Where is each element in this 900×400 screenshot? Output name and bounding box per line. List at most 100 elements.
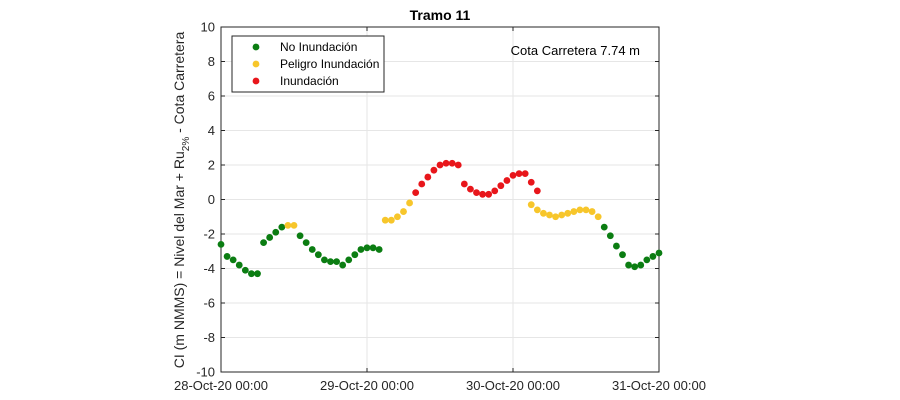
- y-tick-label: 8: [208, 54, 215, 69]
- data-point: [655, 249, 663, 257]
- legend: No Inundación Peligro Inundación Inundació…: [231, 35, 385, 93]
- data-point: [284, 221, 292, 229]
- data-point: [351, 251, 359, 259]
- data-point: [503, 177, 511, 184]
- y-tick-label: 10: [201, 20, 215, 35]
- data-point: [558, 211, 566, 219]
- legend-marker: [252, 60, 260, 68]
- x-tick-label: 31-Oct-20 00:00: [612, 378, 706, 393]
- data-point: [217, 240, 225, 248]
- data-point: [290, 221, 298, 229]
- data-point: [625, 261, 632, 269]
- data-point: [570, 208, 578, 215]
- x-axis-ticks: 28-Oct-20 00:00 29-Oct-20 00:00 30-Oct-20 …: [174, 27, 706, 393]
- data-point: [229, 256, 237, 264]
- data-point: [381, 216, 389, 224]
- legend-marker: [252, 77, 260, 85]
- chart-title: Tramo 11: [410, 7, 471, 23]
- data-point: [515, 170, 523, 178]
- road-elevation-annotation: Cota Carretera 7.74 m: [511, 43, 640, 58]
- data-point: [357, 246, 365, 253]
- data-point: [272, 228, 280, 236]
- data-point: [552, 213, 559, 221]
- data-point: [412, 189, 420, 197]
- data-point: [497, 182, 505, 190]
- data-point: [600, 223, 608, 231]
- data-point: [643, 256, 651, 264]
- y-tick-label: 6: [208, 89, 215, 104]
- y-tick-label: -10: [196, 365, 215, 380]
- data-point: [546, 211, 553, 219]
- data-point: [594, 213, 602, 221]
- data-point: [582, 206, 590, 214]
- data-point: [631, 263, 639, 271]
- data-point: [533, 206, 541, 214]
- data-point: [430, 166, 438, 174]
- data-point: [223, 253, 231, 260]
- data-point: [467, 185, 474, 193]
- y-tick-label: 2: [208, 158, 215, 173]
- data-point: [345, 256, 353, 264]
- series-group: [217, 223, 663, 278]
- data-point: [606, 232, 614, 240]
- data-point: [473, 189, 480, 197]
- data-point: [241, 266, 249, 274]
- data-point: [339, 261, 347, 269]
- data-point: [527, 201, 535, 209]
- data-point: [394, 213, 401, 221]
- data-point: [588, 208, 596, 215]
- data-point: [613, 242, 620, 250]
- data-point: [254, 270, 261, 278]
- y-tick-label: -2: [203, 227, 215, 242]
- data-point: [375, 246, 383, 253]
- data-point: [406, 199, 413, 207]
- y-tick-label: -4: [203, 261, 215, 276]
- data-point: [296, 232, 304, 240]
- data-point: [460, 180, 468, 188]
- y-tick-label: -6: [203, 296, 215, 311]
- data-point: [418, 180, 426, 188]
- data-point: [649, 253, 657, 260]
- data-point: [540, 209, 547, 217]
- data-point: [266, 234, 274, 241]
- y-tick-label: 0: [208, 192, 215, 207]
- data-point: [576, 206, 584, 214]
- series-group: [284, 199, 602, 229]
- data-point: [436, 161, 444, 169]
- data-point: [619, 251, 626, 259]
- x-tick-label: 30-Oct-20 00:00: [466, 378, 560, 393]
- data-points: [217, 159, 663, 278]
- data-point: [454, 161, 462, 169]
- data-point: [235, 261, 243, 269]
- data-point: [363, 244, 371, 252]
- x-tick-label: 28-Oct-20 00:00: [174, 378, 268, 393]
- legend-label: Peligro Inundación: [280, 57, 379, 71]
- data-point: [533, 187, 541, 195]
- data-point: [308, 246, 316, 253]
- data-point: [424, 173, 432, 181]
- data-point: [491, 187, 499, 195]
- data-point: [327, 258, 334, 265]
- data-point: [333, 258, 340, 265]
- y-axis-label: CI (m NMMS) = Nivel del Mar + Ru2% - Cot…: [171, 32, 192, 369]
- data-point: [260, 239, 267, 247]
- data-point: [302, 239, 310, 247]
- y-axis-label-main: CI (m NMMS) = Nivel del Mar + Ru: [171, 151, 187, 368]
- data-point: [278, 223, 286, 231]
- legend-label: Inundación: [280, 74, 339, 88]
- data-point: [314, 251, 322, 259]
- x-tick-label: 29-Oct-20 00:00: [320, 378, 414, 393]
- data-point: [442, 159, 450, 167]
- data-point: [321, 256, 328, 264]
- legend-marker: [252, 43, 260, 51]
- y-tick-label: -8: [203, 330, 215, 345]
- data-point: [400, 208, 407, 215]
- legend-label: No Inundación: [280, 40, 357, 54]
- data-point: [521, 170, 529, 178]
- series-group: [412, 159, 541, 198]
- data-point: [369, 244, 377, 252]
- data-point: [509, 171, 517, 179]
- data-point: [448, 159, 456, 167]
- data-point: [527, 178, 535, 186]
